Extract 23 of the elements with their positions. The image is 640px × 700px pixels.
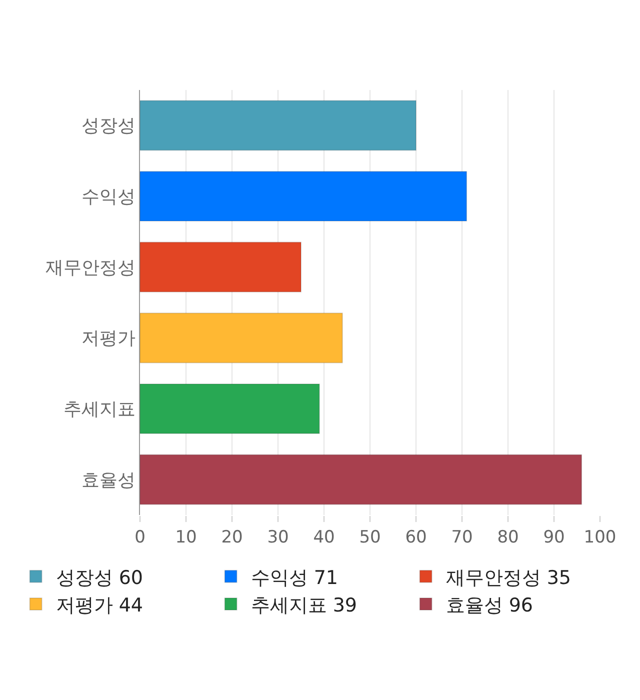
y-tick-label: 성장성 [81,116,136,137]
x-tick-label: 70 [451,527,473,548]
x-tick-label: 0 [134,527,146,548]
x-tick-label: 100 [584,527,616,548]
legend-label: 성장성 60 [56,566,144,589]
y-tick-label: 수익성 [81,186,136,208]
x-tick-label: 10 [175,527,197,548]
y-tick-label: 재무안정성 [45,257,136,278]
x-tick-label: 20 [221,527,243,548]
y-tick-label: 저평가 [81,328,136,350]
legend-label: 저평가 44 [56,594,144,616]
y-tick-label: 효율성 [81,470,136,491]
x-tick-label: 40 [313,527,335,548]
legend-label: 효율성 96 [446,594,534,616]
legend-label: 추세지표 39 [250,594,358,616]
x-tick-label: 90 [543,527,565,548]
x-tick-label: 50 [359,527,381,548]
legend-label: 재무안정성 35 [446,566,572,589]
y-tick-label: 추세지표 [63,399,136,420]
x-tick-label: 60 [405,527,427,548]
x-tick-label: 80 [497,527,519,548]
legend-label: 수익성 71 [250,566,338,589]
x-tick-label: 30 [267,527,289,548]
